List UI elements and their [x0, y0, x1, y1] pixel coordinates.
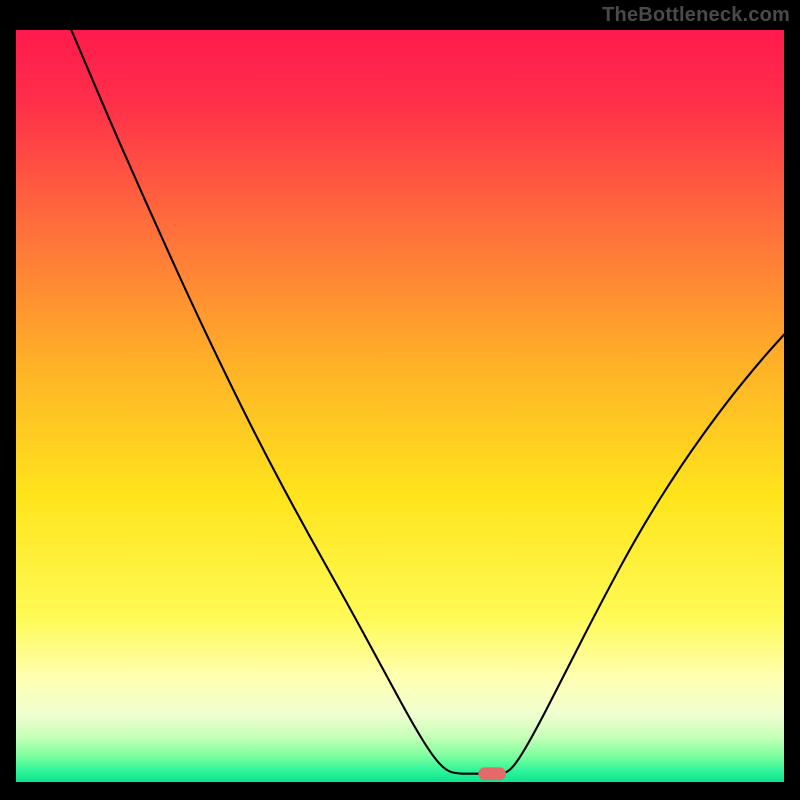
- plot-area: [16, 30, 784, 782]
- watermark-text: TheBottleneck.com: [602, 4, 790, 27]
- bottleneck-curve-chart: [16, 30, 784, 782]
- plot-background: [16, 30, 784, 782]
- chart-canvas: TheBottleneck.com: [0, 0, 800, 800]
- optimal-point-marker: [478, 767, 506, 780]
